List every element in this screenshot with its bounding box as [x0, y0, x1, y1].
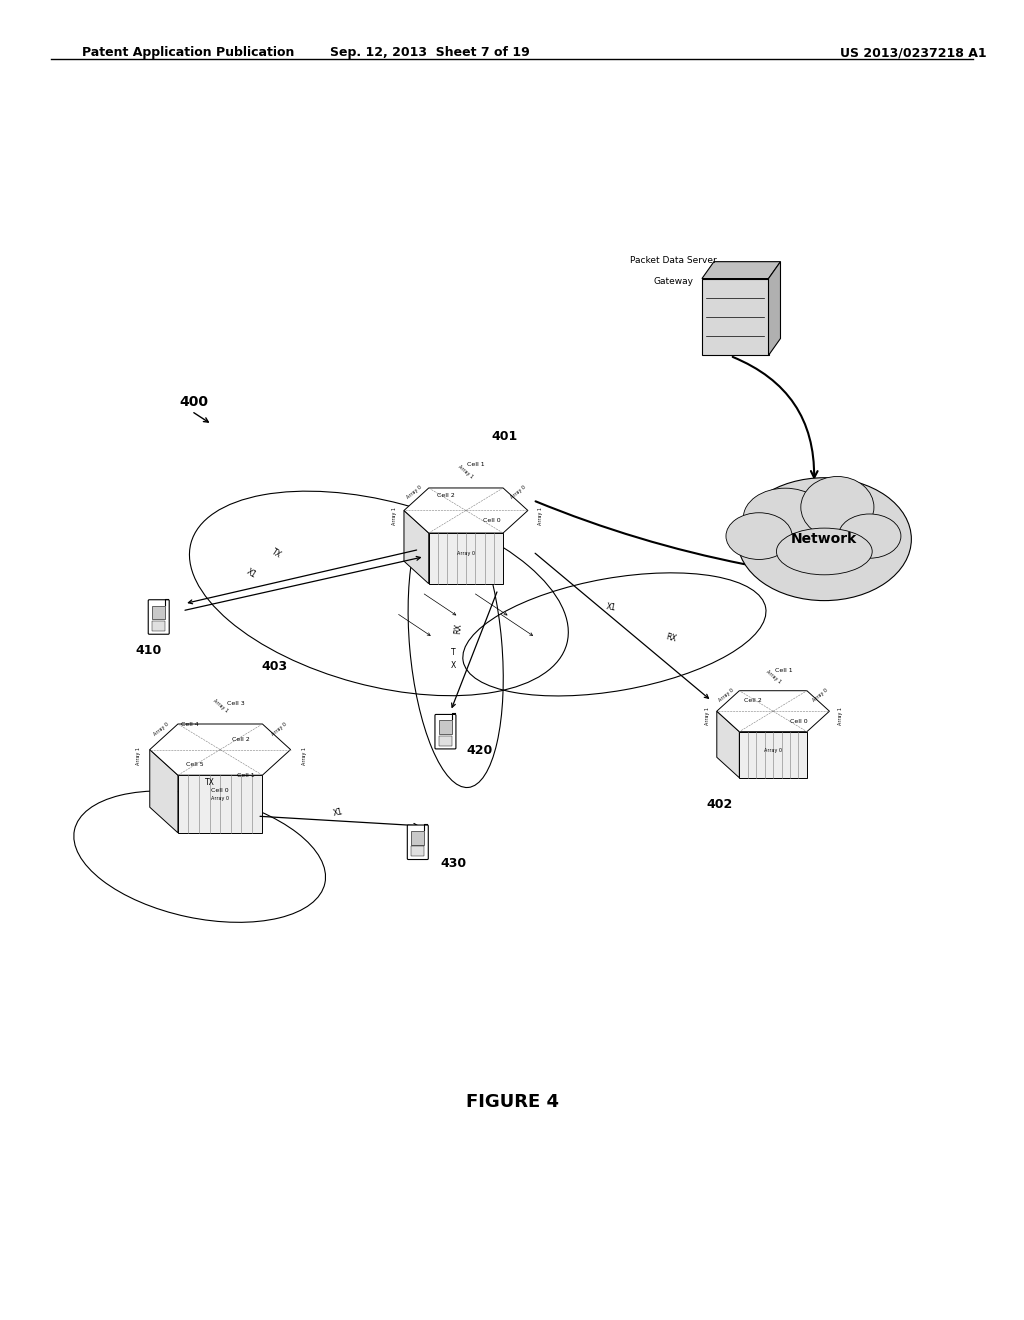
Text: Array 0: Array 0 — [270, 722, 288, 737]
Text: 410: 410 — [135, 644, 162, 657]
Text: Array 0: Array 0 — [153, 722, 170, 737]
Text: Cell 2: Cell 2 — [436, 492, 455, 498]
Text: Array 0: Array 0 — [510, 484, 526, 500]
Text: Array 0: Array 0 — [211, 796, 229, 801]
Text: X1: X1 — [245, 568, 257, 579]
Text: Cell 1: Cell 1 — [467, 462, 485, 467]
Text: TX: TX — [205, 777, 215, 787]
Text: Cell 1: Cell 1 — [237, 772, 255, 777]
Polygon shape — [403, 488, 528, 533]
Text: Array 0: Array 0 — [812, 688, 829, 702]
Polygon shape — [717, 711, 739, 777]
Text: Array 0: Array 0 — [717, 688, 734, 702]
Polygon shape — [739, 731, 807, 777]
Text: Cell 3: Cell 3 — [226, 701, 245, 706]
Text: X1: X1 — [605, 602, 617, 612]
Text: Network: Network — [792, 532, 857, 546]
Bar — [153, 606, 165, 619]
Text: Array 1: Array 1 — [538, 507, 543, 525]
Text: US 2013/0237218 A1: US 2013/0237218 A1 — [840, 46, 986, 59]
Text: Array 1: Array 1 — [839, 708, 843, 725]
Ellipse shape — [743, 488, 827, 548]
Polygon shape — [178, 775, 262, 833]
Text: 420: 420 — [466, 744, 493, 758]
Text: TX: TX — [270, 546, 283, 560]
Text: RX: RX — [453, 623, 463, 635]
Text: Sep. 12, 2013  Sheet 7 of 19: Sep. 12, 2013 Sheet 7 of 19 — [330, 46, 530, 59]
Text: Array 0: Array 0 — [764, 747, 782, 752]
Text: Array 1: Array 1 — [765, 669, 781, 684]
Polygon shape — [429, 533, 503, 583]
Ellipse shape — [776, 528, 872, 574]
FancyBboxPatch shape — [435, 714, 456, 748]
Text: Cell 0: Cell 0 — [790, 719, 808, 723]
Bar — [439, 721, 452, 734]
Text: Array 0: Array 0 — [406, 484, 422, 500]
Text: T: T — [452, 648, 456, 657]
Text: Patent Application Publication: Patent Application Publication — [82, 46, 294, 59]
Ellipse shape — [801, 477, 873, 539]
FancyBboxPatch shape — [408, 825, 428, 859]
Text: Array 1: Array 1 — [136, 747, 141, 766]
Text: X: X — [451, 661, 457, 671]
Text: 403: 403 — [261, 660, 288, 673]
Bar — [439, 735, 452, 746]
Text: Cell 2: Cell 2 — [231, 737, 250, 742]
Polygon shape — [150, 750, 178, 833]
Polygon shape — [150, 723, 291, 775]
Bar — [412, 846, 424, 857]
Polygon shape — [702, 261, 780, 279]
Ellipse shape — [726, 512, 793, 560]
Text: Packet Data Server: Packet Data Server — [631, 256, 717, 265]
Text: Cell 0: Cell 0 — [211, 788, 229, 793]
Text: 402: 402 — [707, 799, 733, 812]
Text: Gateway: Gateway — [653, 277, 694, 285]
Ellipse shape — [737, 478, 911, 601]
Polygon shape — [717, 690, 829, 731]
Text: Cell 4: Cell 4 — [180, 722, 199, 726]
Text: Cell 2: Cell 2 — [743, 698, 762, 704]
Text: 401: 401 — [492, 430, 518, 442]
Polygon shape — [768, 261, 780, 355]
Text: Array 1: Array 1 — [302, 747, 307, 766]
Text: RX: RX — [665, 632, 677, 644]
Text: 430: 430 — [440, 857, 467, 870]
Bar — [702, 279, 768, 355]
Polygon shape — [403, 511, 429, 583]
Text: X1: X1 — [332, 807, 344, 817]
Text: Array 1: Array 1 — [212, 698, 228, 714]
Text: Array 0: Array 0 — [457, 550, 475, 556]
Text: 400: 400 — [179, 395, 208, 409]
Text: Array 1: Array 1 — [458, 465, 474, 480]
Text: Cell 5: Cell 5 — [185, 763, 204, 767]
Text: Cell 0: Cell 0 — [482, 519, 501, 523]
Bar — [412, 832, 424, 845]
Ellipse shape — [839, 513, 901, 558]
Text: Array 1: Array 1 — [706, 708, 711, 725]
FancyBboxPatch shape — [148, 599, 169, 634]
Text: Cell 1: Cell 1 — [774, 668, 793, 673]
Bar — [153, 620, 165, 631]
Text: Array 1: Array 1 — [391, 507, 396, 525]
Text: FIGURE 4: FIGURE 4 — [466, 1093, 558, 1111]
